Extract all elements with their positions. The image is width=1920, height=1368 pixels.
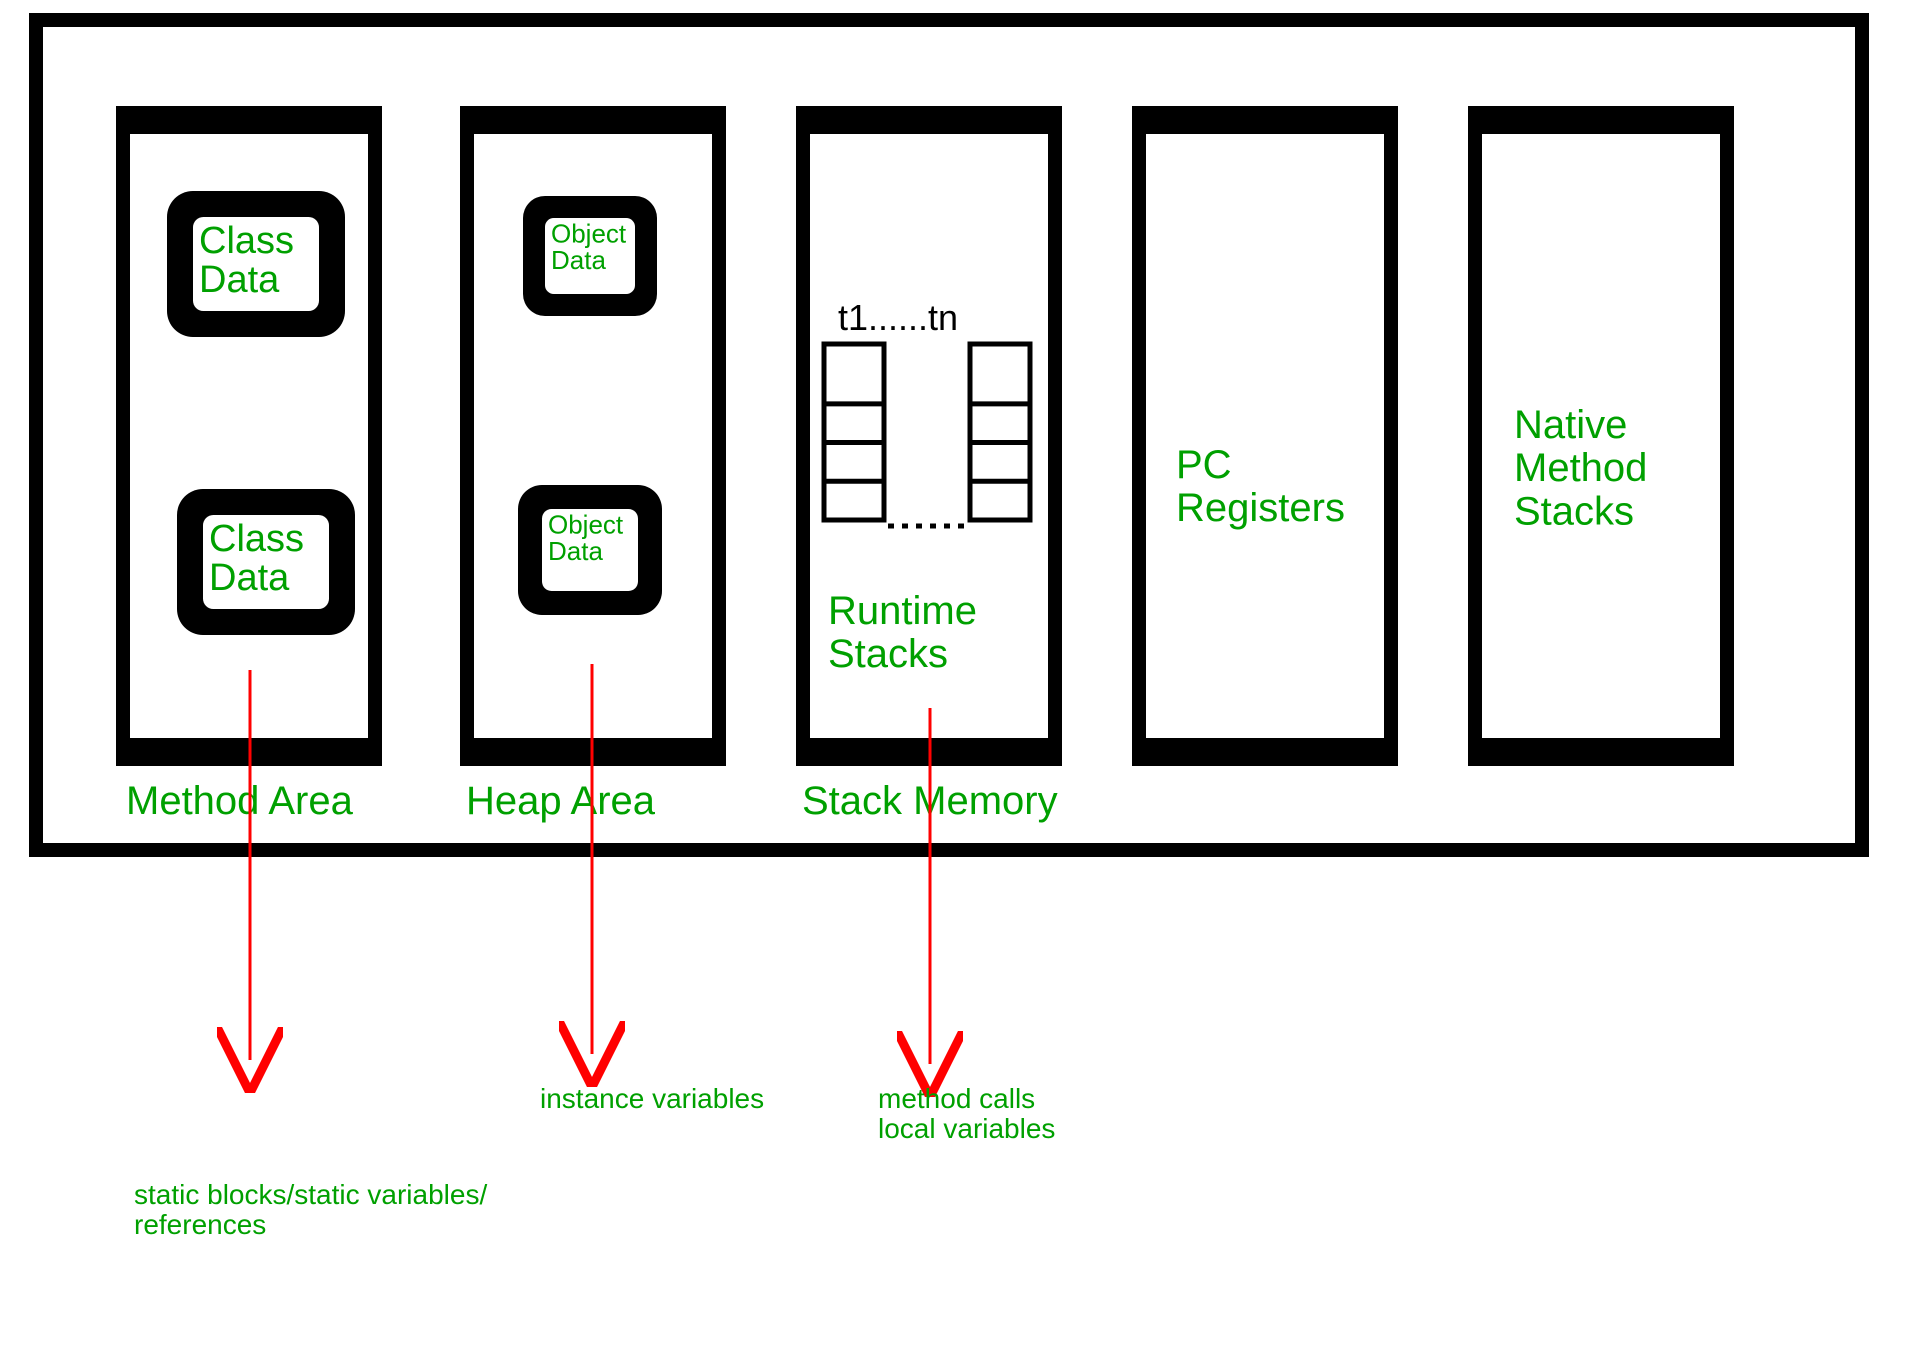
labeled-box-text: Class [199, 220, 294, 262]
labeled-box-class_data_2: ClassData [177, 489, 355, 635]
labeled-box-text: Data [199, 259, 280, 301]
svg-text:Registers: Registers [1176, 486, 1345, 530]
labeled-box-text: Data [548, 536, 603, 566]
svg-text:Stacks: Stacks [1514, 489, 1634, 533]
labeled-box-text: Data [551, 245, 606, 275]
labeled-box-class_data_1: ClassData [167, 191, 345, 337]
svg-text:PC: PC [1176, 443, 1232, 487]
svg-text:instance variables: instance variables [540, 1083, 764, 1114]
column-caption-cap_heap: Heap Area [466, 779, 656, 823]
svg-text:local variables: local variables [878, 1113, 1055, 1144]
labeled-box-text: Object [548, 510, 624, 540]
svg-text:method calls: method calls [878, 1083, 1035, 1114]
svg-text:static blocks/static variables: static blocks/static variables/ [134, 1179, 487, 1210]
diagram-canvas: ClassDataClassDataObjectDataObjectDatat1… [0, 0, 1920, 1368]
svg-text:Runtime: Runtime [828, 589, 977, 633]
labeled-box-object_data_1: ObjectData [523, 196, 657, 316]
labeled-box-text: Class [209, 518, 304, 560]
svg-text:Native: Native [1514, 403, 1627, 447]
bottom-label-lbl_heap: instance variables [540, 1083, 764, 1114]
labeled-box-text: Data [209, 557, 290, 599]
column-pc_registers [1132, 106, 1398, 766]
svg-text:Method: Method [1514, 446, 1647, 490]
bottom-label-lbl_method: static blocks/static variables/reference… [134, 1179, 487, 1240]
bottom-label-lbl_stack: method callslocal variables [878, 1083, 1055, 1144]
svg-text:Stacks: Stacks [828, 632, 948, 676]
labeled-box-text: Object [551, 219, 627, 249]
thread-diagram-label: t1......tn [838, 297, 958, 338]
labeled-box-object_data_2: ObjectData [518, 485, 662, 615]
svg-text:references: references [134, 1209, 266, 1240]
column-caption-cap_method: Method Area [126, 779, 354, 823]
